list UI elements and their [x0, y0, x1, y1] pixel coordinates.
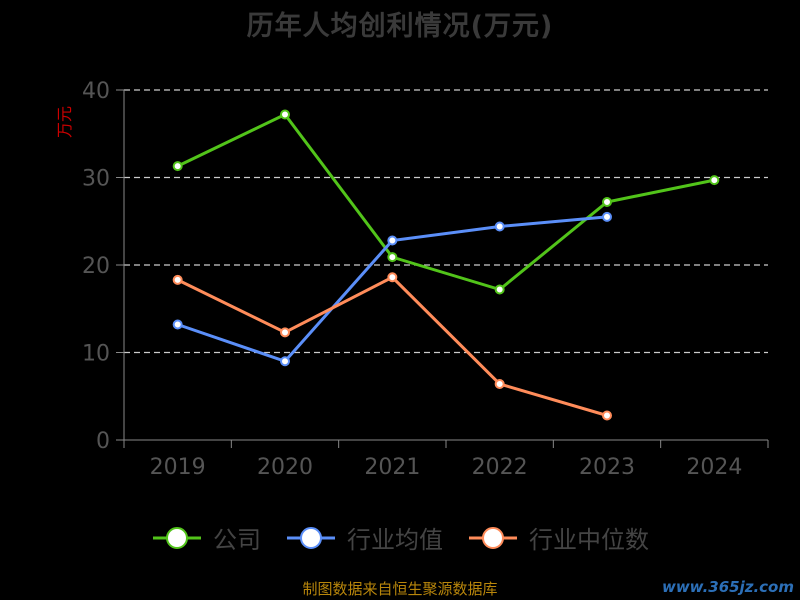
x-tick-label: 2021: [364, 455, 420, 480]
y-tick-label: 40: [82, 79, 110, 104]
data-point: [602, 211, 612, 222]
axes: 0 10 20 30 40 2019 2020 2021 2022 2023 2024: [82, 79, 769, 480]
grid-lines: [124, 89, 768, 354]
chart-title: 历年人均创利情况(万元): [246, 11, 554, 42]
data-source-footer: 制图数据来自恒生聚源数据库: [302, 580, 498, 598]
legend-swatch-icon: [153, 526, 201, 549]
data-point: [172, 161, 183, 172]
y-axis-unit-label: 万元: [55, 106, 74, 138]
legend-item[interactable]: 行业中位数: [467, 520, 649, 555]
watermark-text: www.365jz.com: [661, 578, 794, 596]
legend-item[interactable]: 行业均值: [285, 520, 443, 555]
data-point: [280, 356, 290, 367]
x-tick-label: 2020: [257, 455, 313, 480]
x-tick-label: 2023: [579, 455, 635, 480]
legend-label: 行业均值: [347, 526, 443, 554]
legend-label: 公司: [213, 526, 261, 554]
y-tick-label: 20: [82, 254, 110, 279]
data-point: [387, 252, 398, 263]
data-point: [172, 319, 183, 330]
data-point: [494, 379, 505, 389]
y-tick-label: 0: [96, 429, 110, 454]
data-point: [709, 175, 720, 186]
data-point: [387, 272, 398, 283]
y-tick-label: 10: [82, 342, 110, 367]
data-point: [602, 197, 612, 207]
data-point: [494, 284, 505, 295]
x-tick-label: 2022: [472, 455, 528, 480]
x-tick-label: 2024: [686, 455, 742, 480]
legend-item[interactable]: 公司: [151, 520, 261, 555]
legend-swatch-icon: [469, 526, 517, 549]
data-point: [172, 274, 183, 285]
x-tick-label: 2019: [150, 455, 206, 480]
y-tick-label: 30: [82, 167, 110, 192]
data-point: [387, 235, 398, 246]
legend-label: 行业中位数: [529, 526, 649, 554]
data-point: [494, 221, 505, 232]
data-point: [280, 109, 290, 120]
data-point: [602, 410, 612, 421]
data-point: [280, 327, 290, 338]
legend-swatch-icon: [287, 526, 335, 549]
series-line: [177, 112, 715, 292]
series-lines: [172, 109, 720, 421]
legend: 公司 行业均值 行业中位数: [0, 520, 800, 555]
